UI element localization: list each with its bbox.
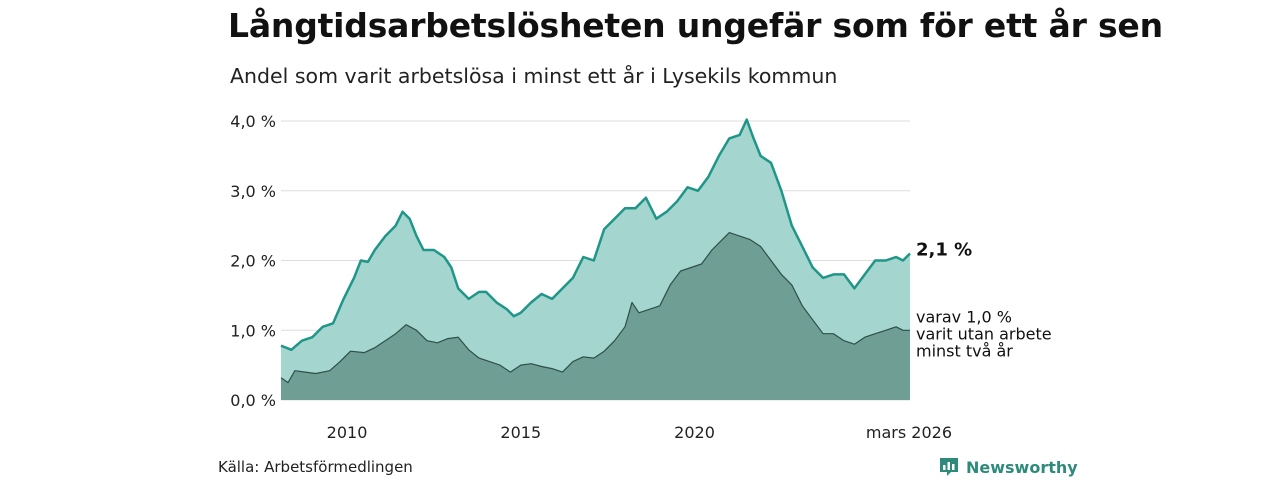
newsworthy-icon xyxy=(940,458,958,476)
total-line xyxy=(280,118,911,352)
y-tick-label: 0,0 % xyxy=(230,391,276,410)
label-layer: 0,0 % 1,0 % 2,0 % 3,0 % 4,0 % 2010 2015 2020 mar… xyxy=(230,112,1051,442)
total-end-label: 2,1 % xyxy=(916,240,972,261)
y-tick-label: 2,0 % xyxy=(230,252,276,271)
y-tick-label: 3,0 % xyxy=(230,182,276,201)
chart-title: Långtidsarbetslösheten ungefär som för e… xyxy=(228,6,1163,45)
x-tick-label: 2020 xyxy=(674,423,715,442)
brand-logo[interactable]: Newsworthy xyxy=(938,456,1078,478)
long-term-end-label: varav 1,0 % xyxy=(916,307,1012,326)
y-tick-label: 4,0 % xyxy=(230,112,276,131)
area-layer xyxy=(280,118,911,400)
x-tick-label: 2015 xyxy=(500,423,541,442)
source-note: Källa: Arbetsförmedlingen xyxy=(218,458,413,476)
x-tick-label: 2010 xyxy=(327,423,368,442)
chart-subtitle: Andel som varit arbetslösa i minst ett å… xyxy=(230,64,838,88)
long-term-end-label: minst två år xyxy=(916,341,1013,360)
long-term-end-label: varit utan arbete xyxy=(916,324,1052,343)
long-term-area xyxy=(281,232,910,400)
long-term-line xyxy=(280,232,910,384)
brand-name: Newsworthy xyxy=(966,457,1078,477)
y-tick-label: 1,0 % xyxy=(230,321,276,340)
x-tick-label: mars 2026 xyxy=(866,423,952,442)
